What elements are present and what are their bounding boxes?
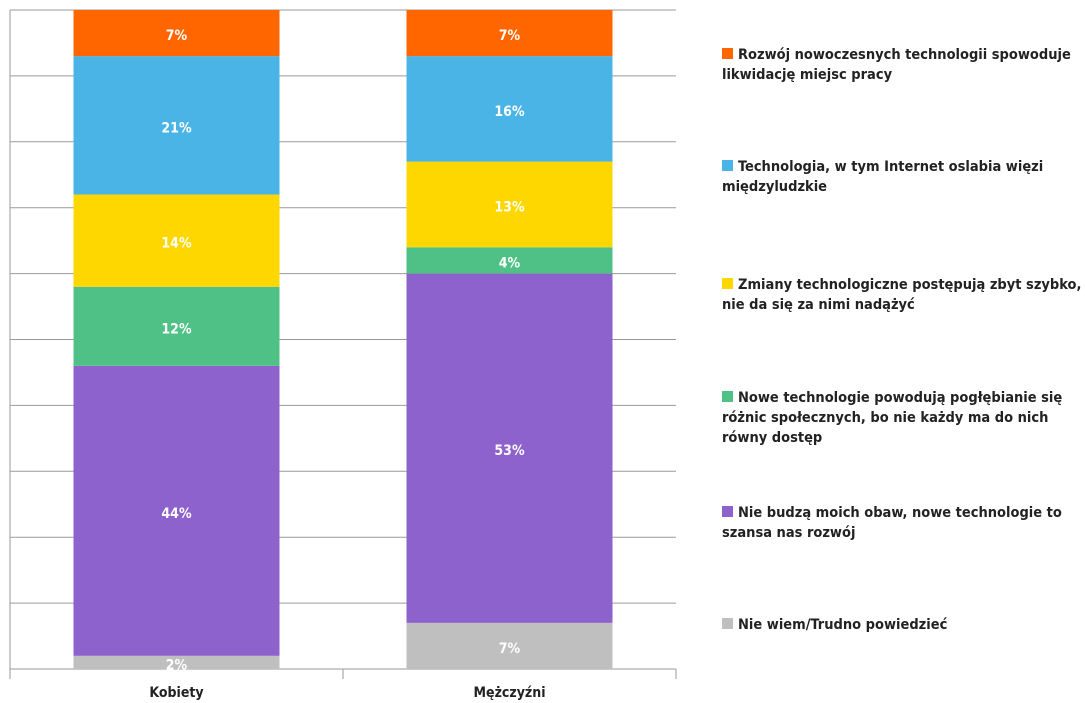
legend-swatch [722,506,733,517]
legend-label: Technologia, w tym Internet oslabia więz… [722,159,1044,195]
legend-label: Rozwój nowoczesnych technologii spowoduj… [722,47,1071,83]
bar-segment [406,56,613,162]
bar-segment [406,161,613,248]
legend-item: Nie wiem/Trudno powiedzieć [722,615,1084,635]
data-label: 7% [166,28,188,44]
bar-segment [406,10,613,57]
legend-item: Zmiany technologiczne postępują zbyt szy… [722,275,1084,315]
bar-segment [406,622,613,669]
bar-segment [73,194,280,287]
bar-segment [73,10,280,57]
legend-swatch [722,160,733,171]
legend-label: Zmiany technologiczne postępują zbyt szy… [722,277,1082,313]
bar-segment [73,286,280,366]
data-label: 4% [499,255,521,271]
data-label: 44% [161,506,192,522]
bar-segment [406,273,613,623]
data-label: 7% [499,28,521,44]
x-tick-label: Kobiety [149,685,203,701]
legend-item: Rozwój nowoczesnych technologii spowoduj… [722,45,1084,85]
data-label: 2% [166,657,188,673]
legend-label: Nie wiem/Trudno powiedzieć [738,617,948,633]
legend-label: Nowe technologie powodują pogłębianie si… [722,390,1063,446]
legend-label: Nie budzą moich obaw, nowe technologie t… [722,505,1062,541]
legend-swatch [722,278,733,289]
legend-swatch [722,618,733,629]
legend-item: Nowe technologie powodują pogłębianie si… [722,388,1084,448]
x-tick-label: Mężczyźni [473,685,545,701]
legend: Rozwój nowoczesnych technologii spowoduj… [722,0,1084,703]
data-label: 16% [494,104,525,120]
data-label: 53% [494,443,525,459]
bar-segment [73,365,280,656]
bar-segment [73,655,280,669]
bar-segment [406,247,613,274]
legend-item: Technologia, w tym Internet oslabia więz… [722,157,1084,197]
bar-segment [73,56,280,195]
data-label: 13% [494,199,525,215]
data-label: 12% [161,321,192,337]
data-label: 21% [161,120,192,136]
chart: 2% 44% 12% 14% 21% 7% Kobiety 7% 53% 4% 13% 16% 7% Mę… [9,9,677,701]
data-label: 14% [161,236,192,252]
legend-swatch [722,391,733,402]
legend-swatch [722,48,733,59]
data-label: 7% [499,641,521,657]
legend-item: Nie budzą moich obaw, nowe technologie t… [722,503,1084,543]
